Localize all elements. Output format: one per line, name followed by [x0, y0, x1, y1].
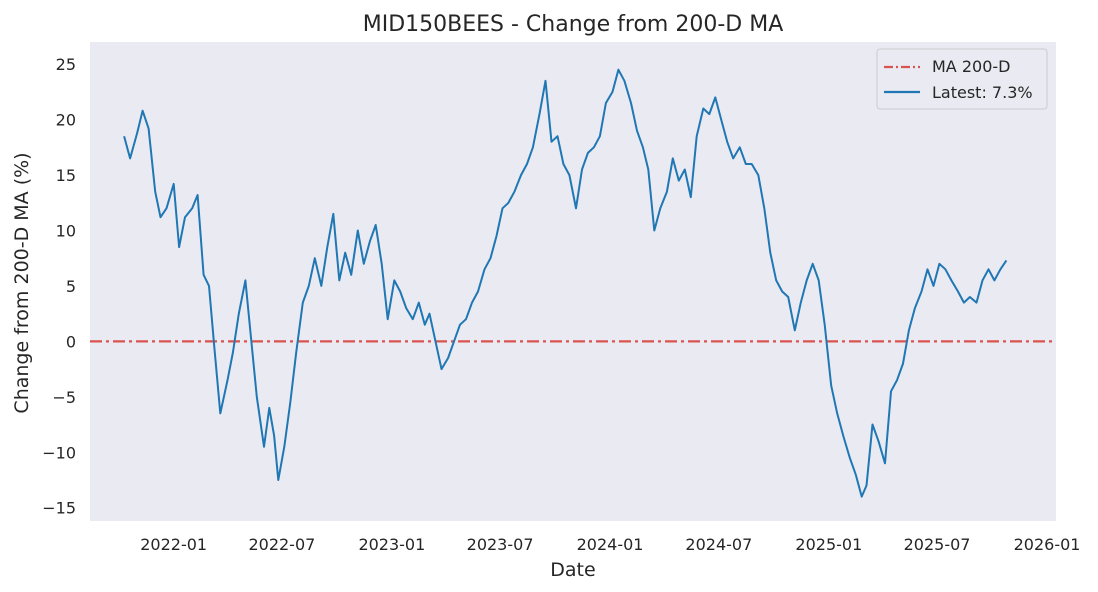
y-tick-label: 10 [56, 221, 76, 240]
y-tick-label: 15 [56, 166, 76, 185]
y-tick-label: −10 [42, 443, 76, 462]
y-tick-label: 25 [56, 55, 76, 74]
x-tick-label: 2026-01 [1014, 535, 1081, 554]
legend-box [876, 48, 1048, 110]
x-tick-label: 2024-07 [685, 535, 752, 554]
y-axis-title: Change from 200-D MA (%) [11, 152, 33, 413]
legend-label-ma-200d: MA 200-D [932, 57, 1010, 76]
x-tick-label: 2025-07 [904, 535, 971, 554]
plot-area [90, 42, 1056, 521]
x-tick-label: 2023-01 [358, 535, 425, 554]
legend-label-latest: Latest: 7.3% [932, 83, 1033, 102]
legend: MA 200-D Latest: 7.3% [876, 48, 1048, 110]
x-tick-label: 2023-07 [467, 535, 534, 554]
y-axis: 25 20 15 10 5 0 −5 −10 −15 [42, 55, 76, 518]
y-tick-label: 20 [56, 111, 76, 130]
x-axis-title: Date [550, 559, 595, 581]
y-tick-label: −15 [42, 499, 76, 518]
x-tick-label: 2022-01 [140, 535, 207, 554]
y-tick-label: 5 [66, 277, 76, 296]
x-tick-label: 2024-01 [577, 535, 644, 554]
y-tick-label: 0 [66, 332, 76, 351]
x-axis: 2022-01 2022-07 2023-01 2023-07 2024-01 2024-… [140, 535, 1080, 554]
series-line-latest [123, 68, 1008, 498]
chart-title: MID150BEES - Change from 200-D MA [363, 12, 784, 37]
y-tick-label: −5 [52, 388, 76, 407]
x-tick-label: 2022-07 [248, 535, 315, 554]
x-tick-label: 2025-01 [795, 535, 862, 554]
